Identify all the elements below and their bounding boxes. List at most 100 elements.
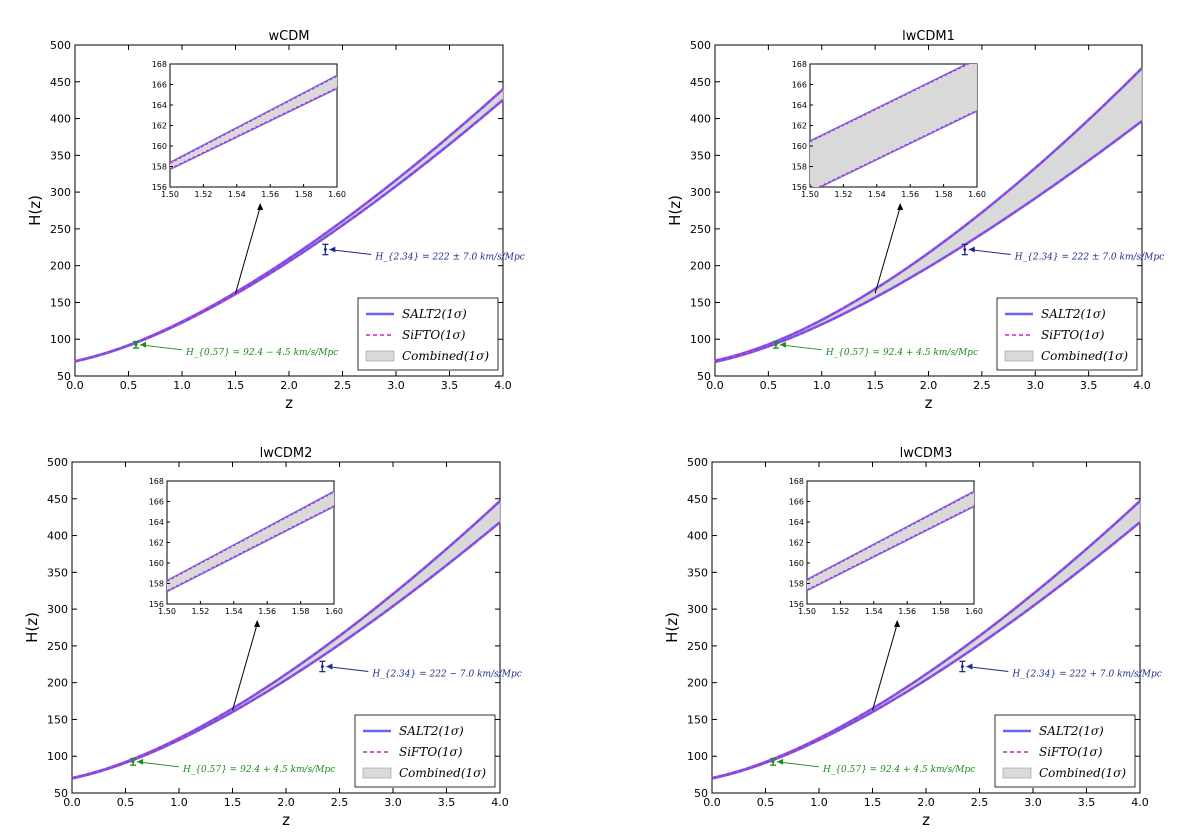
data-point	[960, 664, 964, 668]
y-tick-label: 400	[690, 113, 711, 126]
y-tick-label: 400	[687, 530, 708, 543]
inset-y-tick-label: 162	[152, 122, 167, 131]
y-tick-label: 250	[687, 640, 708, 653]
inset-x-tick-label: 1.58	[292, 607, 310, 616]
inset-plot: 1.50 1.52 1.54 1.56 1.58 1.60 156 158 160 162 164 1…	[789, 477, 983, 616]
inset-band-group	[167, 490, 334, 593]
y-tick-label: 200	[47, 677, 68, 690]
chart-panel-3: lwCDM2 0.0 0.5 1.0 1.5 2.0 2.5 3.0 3.5 4.0 50 100 15…	[23, 446, 522, 829]
data-point	[134, 343, 138, 347]
y-tick-label: 50	[54, 787, 68, 800]
x-axis-label: z	[925, 394, 933, 412]
inset-x-tick-label: 1.52	[834, 190, 852, 199]
legend-entry: SiFTO(1σ)	[402, 328, 466, 342]
inset-x-tick-label: 1.52	[194, 190, 212, 199]
x-tick-label: 2.5	[971, 796, 989, 809]
y-tick-label: 300	[690, 186, 711, 199]
x-tick-label: 4.0	[1133, 379, 1151, 392]
annotation-label: H_{0.57} = 92.4 + 4.5 km/s/Mpc	[182, 765, 335, 775]
inset-sifto-lower	[817, 109, 977, 187]
inset-sifto-upper	[170, 75, 337, 164]
x-tick-label: 3.5	[1078, 796, 1096, 809]
series-sifto-lower	[74, 99, 504, 363]
y-tick-label: 100	[47, 750, 68, 763]
annotation-arrowhead	[329, 246, 336, 253]
annotation-arrow	[776, 761, 820, 768]
inset-y-tick-label: 164	[152, 101, 167, 110]
y-tick-label: 350	[47, 566, 68, 579]
y-tick-label: 100	[687, 750, 708, 763]
x-tick-label: 2.0	[917, 796, 935, 809]
inset-y-tick-label: 158	[149, 580, 164, 589]
inset-x-tick-label: 1.56	[258, 607, 276, 616]
inset-pointer-arrowhead	[894, 620, 901, 627]
inset-combined-band	[810, 64, 977, 187]
inset-sifto-lower	[170, 87, 337, 170]
inset-x-tick-label: 1.56	[901, 190, 919, 199]
inset-pointer-arrowhead	[254, 620, 261, 627]
inset-pointer-arrow	[232, 623, 258, 711]
data-point	[320, 664, 324, 668]
x-tick-label: 0.5	[757, 796, 775, 809]
x-tick-label: 3.5	[441, 379, 459, 392]
x-tick-label: 4.0	[1131, 796, 1149, 809]
x-tick-label: 0.0	[66, 379, 84, 392]
legend-entry: SALT2(1σ)	[402, 307, 467, 321]
inset-x-tick-label: 1.60	[965, 607, 983, 616]
inset-plot: 1.50 1.52 1.54 1.56 1.58 1.60 156 158 160 162 164 1…	[792, 60, 986, 199]
chart-panel-1: wCDM 0.0 0.5 1.0 1.5 2.0 2.5 3.0 3.5 4.0 50 100 150 2…	[26, 29, 525, 412]
inset-salt2-lower	[167, 506, 334, 593]
inset-y-tick-label: 166	[152, 81, 167, 90]
x-tick-label: 3.0	[1027, 379, 1045, 392]
legend-entry: Combined(1σ)	[1039, 766, 1126, 780]
annotation-label: H_{0.57} = 92.4 − 4.5 km/s/Mpc	[185, 348, 338, 358]
inset-combined-band	[167, 491, 334, 592]
y-tick-label: 100	[50, 333, 71, 346]
inset-y-tick-label: 158	[152, 163, 167, 172]
inset-y-tick-label: 160	[152, 142, 167, 151]
inset-x-tick-label: 1.54	[868, 190, 886, 199]
inset-y-tick-label: 168	[149, 477, 164, 486]
inset-plot: 1.50 1.52 1.54 1.56 1.58 1.60 156 158 160 162 164 1…	[152, 60, 346, 199]
series-salt2-lower	[711, 521, 1141, 780]
annotation-arrowhead	[968, 246, 975, 253]
y-tick-label: 450	[690, 76, 711, 89]
x-tick-label: 3.5	[1080, 379, 1098, 392]
inset-y-tick-label: 162	[789, 539, 804, 548]
x-axis-label: z	[922, 811, 930, 829]
inset-y-tick-label: 160	[789, 559, 804, 568]
inset-y-tick-label: 160	[792, 142, 807, 151]
inset-y-tick-label: 158	[792, 163, 807, 172]
inset-y-tick-label: 164	[149, 518, 164, 527]
x-tick-label: 0.5	[760, 379, 778, 392]
y-tick-label: 350	[50, 149, 71, 162]
annotation-arrow	[329, 248, 372, 255]
y-tick-label: 250	[47, 640, 68, 653]
data-point	[131, 760, 135, 764]
inset-sifto-lower	[807, 505, 974, 591]
annotation-label: H_{0.57} = 92.4 + 4.5 km/s/Mpc	[822, 765, 975, 775]
x-axis-label: z	[282, 811, 290, 829]
data-point	[774, 343, 778, 347]
x-tick-label: 3.0	[384, 796, 402, 809]
x-tick-label: 0.0	[703, 796, 721, 809]
annotation-label: H_{2.34} = 222 − 7.0 km/s/Mpc	[371, 669, 521, 679]
x-tick-label: 3.0	[1024, 796, 1042, 809]
y-tick-label: 350	[687, 566, 708, 579]
inset-y-tick-label: 156	[792, 183, 807, 192]
x-tick-label: 0.0	[63, 796, 81, 809]
inset-x-tick-label: 1.50	[798, 607, 816, 616]
chart-panel-4: lwCDM3 0.0 0.5 1.0 1.5 2.0 2.5 3.0 3.5 4.0 50 100 15…	[663, 446, 1162, 829]
y-tick-label: 250	[690, 223, 711, 236]
inset-band-group	[810, 64, 977, 187]
y-tick-label: 200	[687, 677, 708, 690]
x-tick-label: 1.0	[813, 379, 831, 392]
y-tick-label: 150	[50, 296, 71, 309]
inset-x-tick-label: 1.60	[328, 190, 346, 199]
series-sifto-upper	[71, 500, 501, 779]
inset-salt2-lower	[170, 88, 337, 171]
legend-entry: Combined(1σ)	[1041, 349, 1128, 363]
x-tick-label: 1.0	[173, 379, 191, 392]
y-tick-label: 300	[687, 603, 708, 616]
